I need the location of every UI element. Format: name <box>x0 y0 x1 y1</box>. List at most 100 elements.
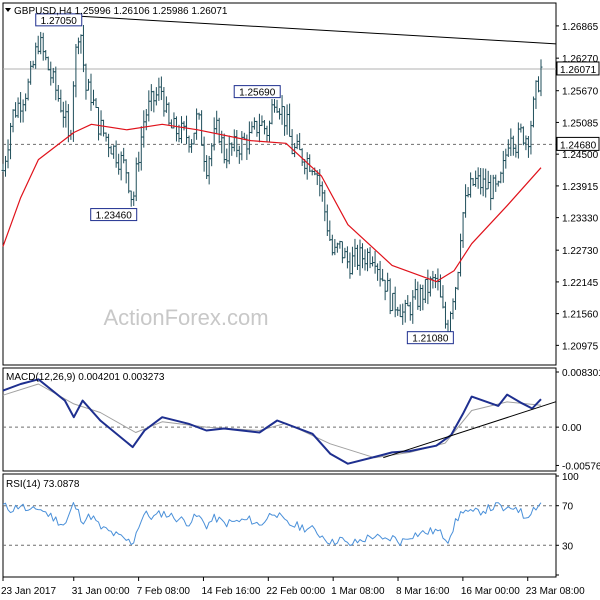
watermark: ActionForex.com <box>103 305 268 330</box>
x-tick-label: 14 Feb 16:00 <box>201 586 260 597</box>
x-tick-label: 7 Feb 08:00 <box>137 586 191 597</box>
macd-line <box>2 378 542 465</box>
ohlc-bar <box>350 246 354 275</box>
ohlc-bar <box>56 84 60 102</box>
ohlc-bar <box>363 249 367 271</box>
price-y-tick-label: 1.24500 <box>562 150 599 161</box>
ohlc-bar <box>157 77 161 101</box>
ohlc-bar <box>481 168 485 197</box>
ohlc-bar <box>358 239 362 276</box>
ohlc-bar <box>132 191 136 206</box>
price-tag-label: 1.24680 <box>560 140 597 151</box>
ohlc-bar <box>107 133 111 158</box>
ohlc-bar <box>51 67 55 84</box>
x-tick-label: 16 Mar 00:00 <box>461 586 520 597</box>
price-annotation: 1.21080 <box>406 331 454 345</box>
ohlc-bar <box>521 126 525 146</box>
ohlc-bar <box>461 211 465 248</box>
ohlc-bar <box>245 134 249 160</box>
ohlc-bar <box>348 252 352 279</box>
ohlc-bar <box>441 285 445 309</box>
ohlc-bar <box>536 76 540 93</box>
rsi-y-tick-label: 30 <box>562 541 574 552</box>
price-y-tick-label: 1.25085 <box>562 118 599 129</box>
ohlc-bar <box>147 90 151 122</box>
ohlc-bar <box>39 31 43 55</box>
ohlc-bar <box>494 174 498 192</box>
ohlc-bar <box>323 189 327 222</box>
ohlc-bar <box>265 125 269 142</box>
ohlc-bar <box>210 143 214 167</box>
x-tick-label: 22 Feb 00:00 <box>266 586 325 597</box>
ohlc-bar <box>361 243 365 269</box>
ohlc-bar <box>386 272 390 292</box>
ohlc-bar <box>64 100 68 128</box>
price-y-tick-label: 1.26270 <box>562 54 599 65</box>
price-annotation-box <box>35 13 83 27</box>
ohlc-bar <box>383 279 387 301</box>
ohlc-bar <box>197 112 201 120</box>
price-panel-frame <box>2 2 557 366</box>
ohlc-bar <box>46 56 50 71</box>
ohlc-bar <box>29 60 33 85</box>
ohlc-bar <box>21 99 25 123</box>
macd-y-tick-label: 0.00 <box>562 423 582 434</box>
ohlc-bar <box>257 113 261 143</box>
price-annotation: 1.27050 <box>35 13 83 27</box>
ohlc-bar <box>139 126 143 171</box>
ohlc-bar <box>501 150 505 183</box>
x-axis: 23 Jan 2017 31 Jan 00:00 7 Feb 08:00 14 Feb… <box>1 577 585 597</box>
ohlc-bar <box>396 306 400 316</box>
ohlc-bar <box>185 115 189 145</box>
ohlc-bar <box>9 122 13 160</box>
ohlc-bar <box>273 98 277 113</box>
ohlc-bar <box>486 170 490 190</box>
ohlc-bar <box>288 103 292 137</box>
ohlc-bar <box>376 263 380 281</box>
ohlc-bar <box>371 256 375 267</box>
ohlc-bar <box>167 102 171 126</box>
price-y-tick-label: 1.22145 <box>562 278 599 289</box>
ohlc-bar <box>174 116 178 142</box>
rsi-line <box>2 502 542 547</box>
ohlc-bar <box>19 92 23 123</box>
ohlc-bar <box>459 233 463 277</box>
price-y-tick-label: 1.26865 <box>562 22 599 33</box>
moving-average-line <box>2 123 542 283</box>
ohlc-bar <box>516 122 520 159</box>
ohlc-bar <box>127 172 131 194</box>
ohlc-bar <box>162 87 166 117</box>
price-y-tick-label: 1.25670 <box>562 87 599 98</box>
ohlc-bar <box>531 96 535 128</box>
ohlc-bar <box>232 129 236 152</box>
ohlc-bar <box>142 110 146 148</box>
ohlc-bar <box>280 95 284 125</box>
rsi-panel-frame <box>2 473 557 578</box>
price-annotation-box <box>406 331 454 345</box>
ohlc-bar <box>255 120 259 137</box>
macd-y-tick-label: 0.008301 <box>562 368 600 379</box>
price-y-tick-label: 1.22730 <box>562 246 599 257</box>
price-annotation-box <box>90 208 138 222</box>
ohlc-bar <box>355 244 359 270</box>
ohlc-bar <box>408 301 412 321</box>
macd-panel-frame <box>2 367 557 472</box>
ohlc-bar <box>509 128 513 157</box>
ohlc-bar <box>159 76 163 101</box>
ohlc-bar <box>469 172 473 198</box>
dropdown-triangle-icon[interactable] <box>5 8 11 12</box>
ohlc-bar <box>388 278 392 315</box>
ohlc-bar <box>283 106 287 136</box>
macd-trendline <box>383 401 557 459</box>
x-tick-label: 1 Mar 08:00 <box>331 586 385 597</box>
ohlc-bar <box>89 73 93 111</box>
ohlc-bar <box>308 154 312 173</box>
ohlc-bar <box>129 190 133 207</box>
ohlc-bar <box>59 89 63 113</box>
price-annotation-label: 1.21080 <box>412 334 449 345</box>
ohlc-bar <box>278 108 282 120</box>
price-annotation-label: 1.27050 <box>41 16 78 27</box>
ohlc-bar <box>24 93 28 112</box>
ohlc-bar <box>421 284 425 311</box>
ohlc-bar <box>76 37 80 55</box>
